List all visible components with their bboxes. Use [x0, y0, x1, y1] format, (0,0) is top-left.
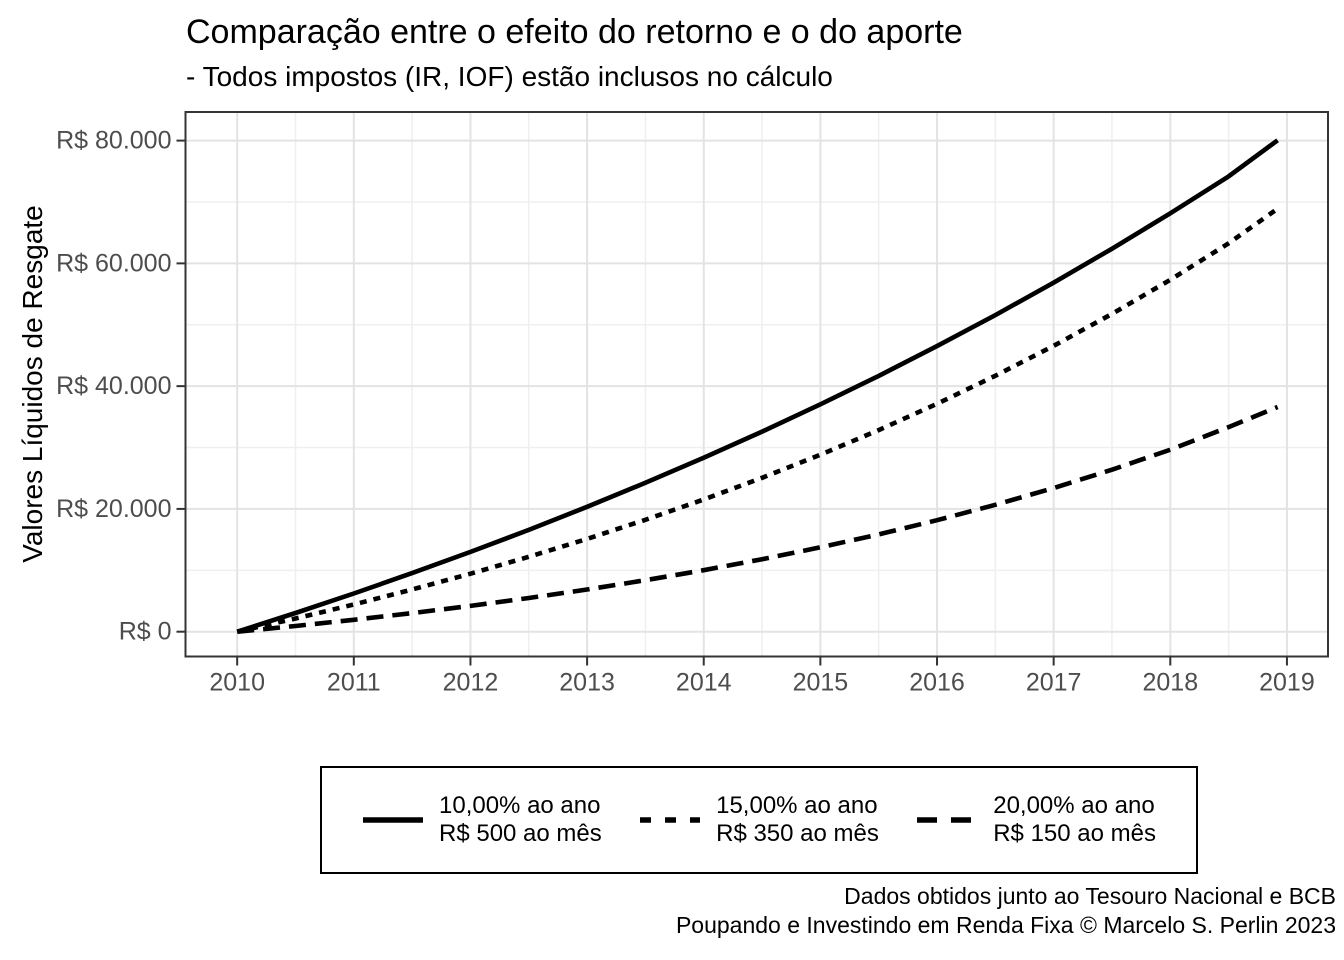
x-tick-label: 2018 — [1142, 669, 1198, 697]
series-line-dashed — [236, 404, 1279, 634]
chart-title: Comparação entre o efeito do retorno e o… — [186, 13, 963, 51]
legend-label: 10,00% ao ano R$ 500 ao mês — [439, 792, 602, 848]
caption: Dados obtidos junto ao Tesouro Nacional … — [676, 882, 1336, 940]
x-tick-label: 2017 — [1026, 669, 1082, 697]
legend-label-contribution: R$ 150 ao mês — [993, 820, 1156, 847]
y-tick-label: R$ 40.000 — [56, 372, 171, 400]
legend-label-rate: 15,00% ao ano — [716, 792, 878, 819]
legend-key-dotted-line-icon — [640, 817, 701, 823]
x-tick-label: 2014 — [676, 669, 732, 697]
legend-label-contribution: R$ 500 ao mês — [439, 820, 602, 847]
legend-label: 20,00% ao ano R$ 150 ao mês — [993, 792, 1156, 848]
x-tick-label: 2016 — [909, 669, 965, 697]
legend-key-dashed-line-icon — [917, 817, 978, 823]
y-tick-label: R$ 80.000 — [56, 127, 171, 155]
legend: 10,00% ao ano R$ 500 ao mês 15,00% ao an… — [320, 766, 1198, 874]
caption-line-2: Poupando e Investindo em Renda Fixa © Ma… — [675, 912, 1336, 938]
legend-label-rate: 10,00% ao ano — [439, 792, 601, 819]
x-tick-label: 2019 — [1259, 669, 1315, 697]
chart-subtitle: - Todos impostos (IR, IOF) estão incluso… — [186, 61, 833, 92]
caption-line-1: Dados obtidos junto ao Tesouro Nacional … — [844, 883, 1336, 909]
x-tick-label: 2013 — [559, 669, 615, 697]
legend-item-dashed: 20,00% ao ano R$ 150 ao mês — [916, 792, 1156, 848]
series-line-dotted — [236, 206, 1279, 634]
legend-key-solid-line-icon — [363, 817, 423, 823]
x-tick-label: 2012 — [443, 669, 499, 697]
series-line-solid — [236, 138, 1279, 634]
x-tick-label: 2010 — [209, 669, 265, 697]
panel-border — [184, 111, 1329, 658]
y-tick-label: R$ 60.000 — [56, 249, 171, 277]
legend-item-solid: 10,00% ao ano R$ 500 ao mês — [362, 792, 602, 848]
x-tick-label: 2011 — [327, 669, 381, 697]
legend-label-contribution: R$ 350 ao mês — [716, 820, 879, 847]
y-axis-title: Valores Líquidos de Resgate — [17, 205, 48, 563]
legend-label: 15,00% ao ano R$ 350 ao mês — [716, 792, 879, 848]
legend-item-dotted: 15,00% ao ano R$ 350 ao mês — [639, 792, 879, 848]
legend-label-rate: 20,00% ao ano — [993, 792, 1155, 819]
x-tick-label: 2015 — [793, 669, 849, 697]
y-tick-label: R$ 20.000 — [56, 495, 171, 523]
y-tick-label: R$ 0 — [119, 618, 172, 646]
